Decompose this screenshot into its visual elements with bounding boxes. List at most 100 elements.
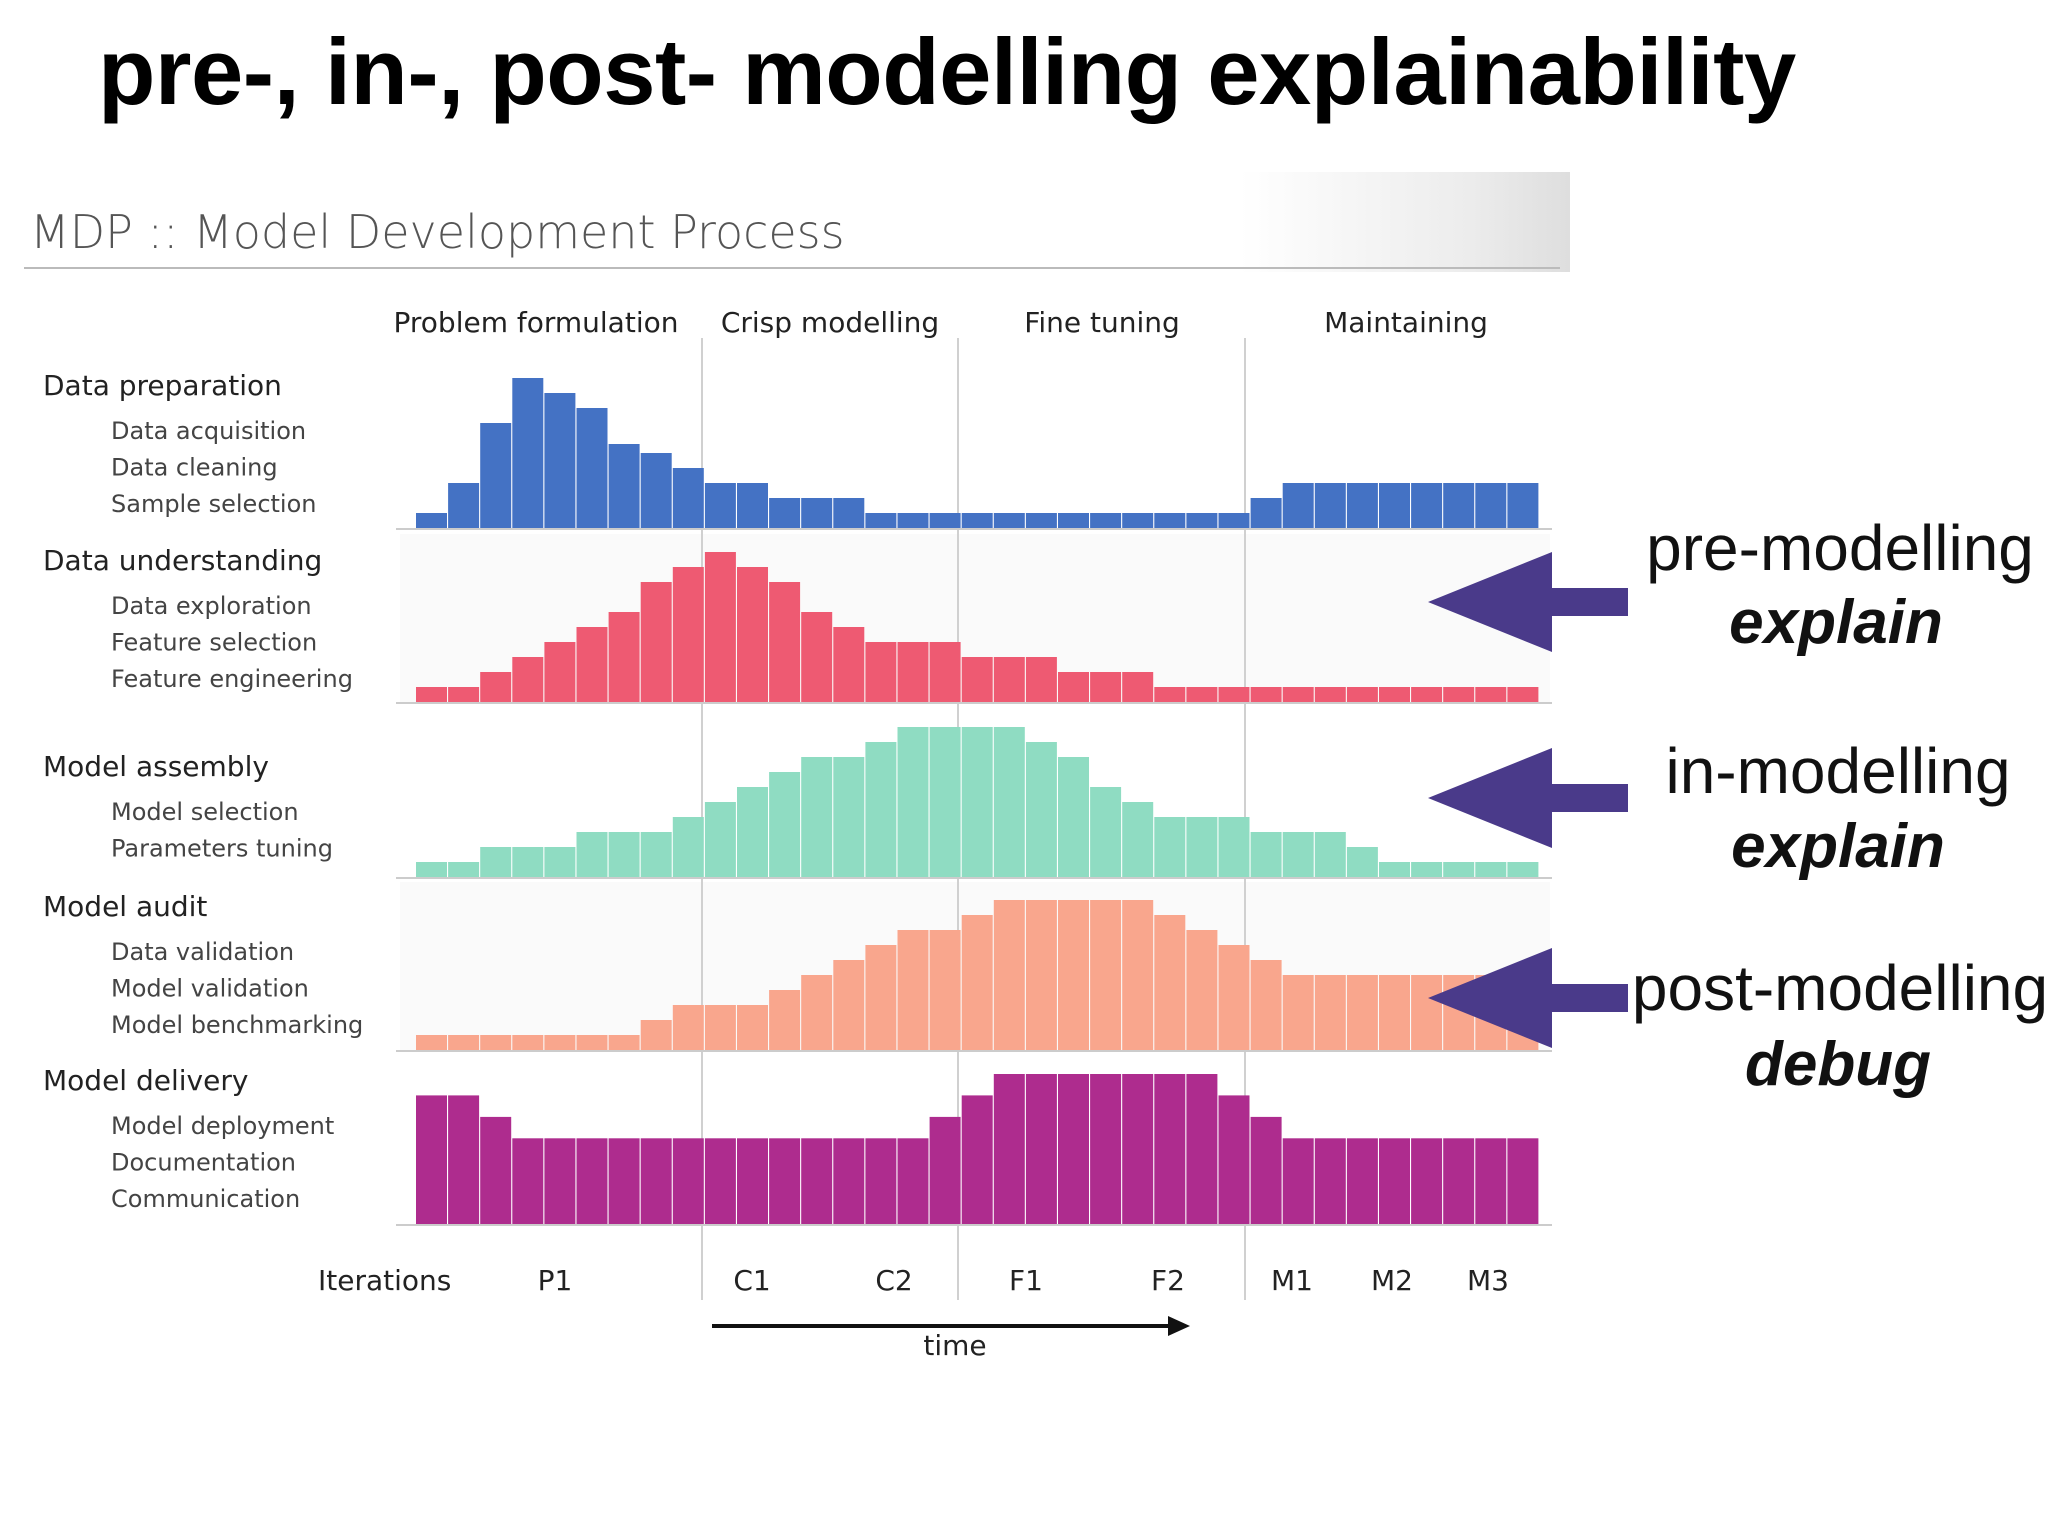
annotation-title: pre-modelling: [1646, 512, 2034, 584]
bar: [1218, 513, 1250, 528]
row-group-item: Data acquisition: [111, 417, 306, 445]
bar: [929, 642, 961, 702]
bar: [1314, 1138, 1346, 1224]
bar: [1411, 862, 1443, 877]
bar: [1090, 900, 1122, 1050]
bars: [396, 378, 1552, 1226]
bar: [480, 1116, 512, 1224]
bar: [576, 1138, 608, 1224]
bar: [1058, 757, 1089, 877]
bar: [1250, 832, 1282, 877]
bar: [737, 483, 768, 528]
bar: [1218, 817, 1250, 877]
iteration-tick-label: C1: [733, 1264, 770, 1297]
bar: [704, 483, 736, 528]
bar: [769, 582, 801, 702]
annotation-subtitle: debug: [1745, 1030, 1931, 1099]
bar: [512, 1138, 544, 1224]
row-group-item: Feature engineering: [111, 665, 353, 693]
bar: [1282, 832, 1314, 877]
bar: [801, 975, 833, 1050]
bar: [480, 672, 512, 702]
row-group-item: Model validation: [111, 975, 309, 1003]
phase-label-problem-formulation: Problem formulation: [394, 306, 679, 339]
bar: [993, 513, 1025, 528]
bar: [1122, 672, 1154, 702]
bar: [576, 627, 608, 702]
bar: [1379, 862, 1410, 877]
bar: [1218, 945, 1250, 1050]
bar: [993, 657, 1025, 702]
bar: [865, 742, 897, 877]
bar: [1314, 687, 1346, 702]
iterations-label: Iterations: [318, 1264, 451, 1297]
bar: [544, 1138, 576, 1224]
row-group-item: Data exploration: [111, 592, 312, 620]
bar: [801, 612, 833, 702]
bar: [961, 915, 993, 1050]
bar: [480, 1035, 512, 1050]
bar: [897, 642, 929, 702]
bar: [1122, 900, 1154, 1050]
bar: [672, 817, 704, 877]
bar: [1443, 1138, 1475, 1224]
bar: [929, 513, 961, 528]
iteration-tick-label: P1: [538, 1264, 573, 1297]
bar: [608, 1035, 640, 1050]
bar: [608, 1138, 640, 1224]
bar: [704, 1138, 736, 1224]
bar: [1218, 1095, 1250, 1224]
slide-title: pre-, in-, post- modelling explainabilit…: [98, 19, 1796, 124]
bar: [1250, 960, 1282, 1050]
bar: [833, 627, 865, 702]
bar: [865, 945, 897, 1050]
bar: [1154, 687, 1186, 702]
bar: [1346, 1138, 1378, 1224]
bar: [737, 1005, 768, 1050]
bar: [1186, 687, 1218, 702]
bar: [1122, 1074, 1154, 1224]
bar: [897, 513, 929, 528]
bar: [1154, 1074, 1186, 1224]
bar: [737, 1138, 768, 1224]
chart-title: MDP :: Model Development Process: [30, 205, 845, 259]
annotation-title: in-modelling: [1665, 735, 2010, 807]
bar: [1507, 1138, 1539, 1224]
bar: [448, 687, 480, 702]
row-group-item: Model selection: [111, 798, 299, 826]
bar: [576, 1035, 608, 1050]
bar: [704, 1005, 736, 1050]
row-group-title: Data preparation: [43, 369, 282, 402]
pointer-arrow-icon: [1428, 748, 1628, 848]
bar: [1025, 900, 1057, 1050]
bar: [737, 787, 768, 877]
bar: [801, 1138, 833, 1224]
bar: [961, 513, 993, 528]
bar: [961, 1095, 993, 1224]
decorative-fade: [1240, 172, 1570, 272]
bar: [448, 483, 480, 528]
row-group-item: Feature selection: [111, 629, 317, 657]
bar: [1058, 1074, 1089, 1224]
time-label: time: [923, 1329, 986, 1362]
bar: [640, 582, 672, 702]
bar: [1282, 975, 1314, 1050]
bar: [672, 1138, 704, 1224]
bar: [1025, 1074, 1057, 1224]
iteration-ticks: P1 C1 C2 F1 F2 M1 M2 M3: [538, 1264, 1509, 1297]
row-group-item: Model deployment: [111, 1112, 334, 1140]
annotation-title: post-modelling: [1632, 952, 2048, 1024]
bar: [1025, 742, 1057, 877]
iteration-tick-label: F1: [1009, 1264, 1043, 1297]
bar: [1379, 1138, 1410, 1224]
bar: [865, 1138, 897, 1224]
row-group-item: Sample selection: [111, 490, 317, 518]
bar: [1379, 687, 1410, 702]
bar: [993, 727, 1025, 877]
bar: [576, 408, 608, 528]
bar: [608, 832, 640, 877]
bar: [1379, 975, 1410, 1050]
bar: [1443, 687, 1475, 702]
annotation-in-modelling: in-modelling explain: [1428, 735, 2011, 881]
bar: [1186, 930, 1218, 1050]
